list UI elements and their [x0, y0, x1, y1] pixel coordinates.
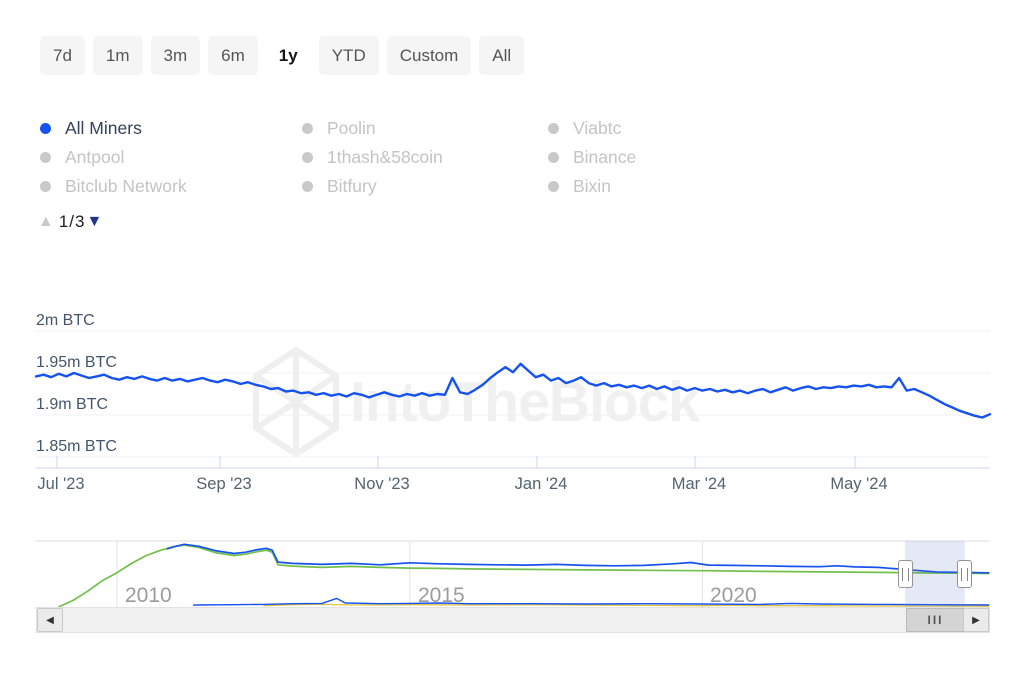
navigator-series-small-miners-yellow	[263, 603, 990, 607]
scroll-left-button[interactable]: ◀	[37, 608, 63, 632]
navigator-selection[interactable]	[905, 541, 965, 607]
legend-item-poolin[interactable]: Poolin	[302, 114, 548, 143]
legend-dot-icon	[302, 181, 313, 192]
range-button-1y[interactable]: 1y	[265, 36, 311, 75]
resize-grip-icon	[902, 567, 909, 581]
legend-item-label: Bitfury	[327, 176, 377, 196]
range-button-custom[interactable]: Custom	[386, 36, 472, 75]
range-button-3m[interactable]: 3m	[150, 36, 201, 75]
navigator-scrollbar[interactable]: ◀ III ▶	[36, 607, 990, 633]
navigator-series-history-blue	[166, 543, 990, 574]
y-axis-label: 2m BTC	[36, 312, 95, 329]
range-button-ytd[interactable]: YTD	[318, 36, 379, 75]
legend-item-viabtc[interactable]: Viabtc	[548, 114, 636, 143]
x-axis-label: Mar '24	[671, 475, 727, 493]
legend-item-1thash-58coin[interactable]: 1thash&58coin	[302, 143, 548, 172]
range-button-1m[interactable]: 1m	[92, 36, 143, 75]
legend-item-label: Antpool	[65, 147, 125, 167]
navigator-right-handle[interactable]	[957, 560, 972, 588]
x-axis-label: Jul '23	[37, 475, 85, 493]
page-up-icon[interactable]: ▲	[38, 213, 54, 230]
legend-item-label: 1thash&58coin	[327, 147, 443, 167]
y-axis-label: 1.95m BTC	[36, 354, 117, 371]
range-button-7d[interactable]: 7d	[40, 36, 85, 75]
legend-item-label: Bixin	[573, 176, 611, 196]
legend-pager: ▲ 1/3 ▼	[38, 212, 102, 232]
legend-item-binance[interactable]: Binance	[548, 143, 636, 172]
chart-legend: All Miners Poolin Viabtc Antpool 1thash&…	[40, 114, 636, 201]
watermark: IntoTheBlock	[252, 346, 700, 458]
x-axis-label: Sep '23	[196, 475, 252, 493]
legend-dot-icon	[302, 123, 313, 134]
legend-dot-icon	[40, 181, 51, 192]
x-axis-label: May '24	[830, 475, 888, 493]
scroll-right-button[interactable]: ▶	[963, 608, 989, 632]
legend-item-all-miners[interactable]: All Miners	[40, 114, 302, 143]
legend-item-label: All Miners	[65, 118, 142, 138]
navigator-year-label: 2015	[418, 584, 465, 607]
all-miners-line	[34, 362, 992, 419]
range-button-all[interactable]: All	[479, 36, 525, 75]
scrollbar-thumb[interactable]: III	[906, 608, 965, 632]
legend-dot-icon	[548, 181, 559, 192]
navigator-series-history-green	[58, 544, 990, 608]
legend-item-bitclub-network[interactable]: Bitclub Network	[40, 172, 302, 201]
y-axis-label: 1.85m BTC	[36, 438, 117, 455]
navigator-left-handle[interactable]	[898, 560, 913, 588]
x-axis-label: Jan '24	[514, 475, 568, 493]
intotheblock-logo-icon	[253, 346, 339, 458]
x-axis-label: Nov '23	[354, 475, 410, 493]
navigator-year-label: 2020	[710, 584, 757, 607]
watermark-text: IntoTheBlock	[350, 370, 700, 434]
legend-page-indicator: 1/3	[58, 212, 86, 231]
legend-dot-icon	[548, 123, 559, 134]
legend-item-bixin[interactable]: Bixin	[548, 172, 636, 201]
legend-item-label: Binance	[573, 147, 637, 167]
legend-dot-icon	[40, 123, 51, 134]
legend-dot-icon	[40, 152, 51, 163]
legend-item-antpool[interactable]: Antpool	[40, 143, 302, 172]
legend-item-label: Poolin	[327, 118, 376, 138]
legend-item-label: Viabtc	[573, 118, 622, 138]
legend-dot-icon	[302, 152, 313, 163]
navigator-series-small-miners-blue	[193, 597, 990, 606]
navigator-year-label: 2010	[125, 584, 172, 607]
resize-grip-icon	[961, 567, 968, 581]
page-down-icon[interactable]: ▼	[86, 213, 103, 230]
legend-item-bitfury[interactable]: Bitfury	[302, 172, 548, 201]
y-axis-label: 1.9m BTC	[36, 396, 109, 413]
range-button-6m[interactable]: 6m	[208, 36, 258, 75]
legend-item-label: Bitclub Network	[65, 176, 187, 196]
legend-dot-icon	[548, 152, 559, 163]
time-range-bar: 7d 1m 3m 6m 1y YTD Custom All	[40, 36, 525, 75]
